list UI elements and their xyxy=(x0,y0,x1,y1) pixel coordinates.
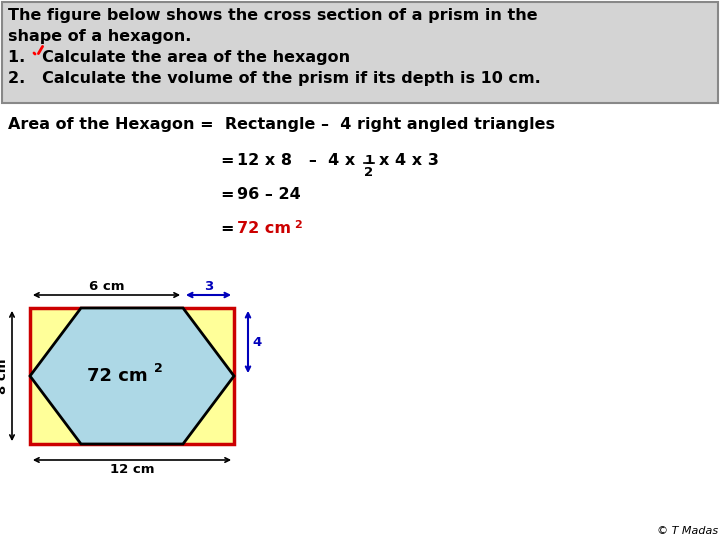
Text: 4: 4 xyxy=(252,335,261,348)
Bar xyxy=(2,2,718,103)
Text: 96 – 24: 96 – 24 xyxy=(237,187,301,202)
Text: Area of the Hexagon =  Rectangle –  4 right angled triangles: Area of the Hexagon = Rectangle – 4 righ… xyxy=(8,117,555,132)
Text: The figure below shows the cross section of a prism in the: The figure below shows the cross section… xyxy=(8,8,538,23)
Text: 2: 2 xyxy=(154,362,163,375)
Text: 72 cm: 72 cm xyxy=(237,221,291,236)
Text: 3: 3 xyxy=(204,280,213,293)
Text: 2.   Calculate the volume of the prism if its depth is 10 cm.: 2. Calculate the volume of the prism if … xyxy=(8,71,541,86)
Text: 12 cm: 12 cm xyxy=(109,463,154,476)
Text: x 4 x 3: x 4 x 3 xyxy=(379,153,439,168)
Text: 6 cm: 6 cm xyxy=(89,280,125,293)
Text: =: = xyxy=(220,221,233,236)
Text: 8 cm: 8 cm xyxy=(0,358,9,394)
Text: 2: 2 xyxy=(364,166,374,179)
Text: 1.   Calculate the area of the hexagon: 1. Calculate the area of the hexagon xyxy=(8,50,350,65)
Polygon shape xyxy=(30,308,234,444)
Bar xyxy=(30,308,234,444)
Text: =: = xyxy=(220,153,233,168)
Text: 72 cm: 72 cm xyxy=(86,367,148,385)
Text: 1: 1 xyxy=(364,154,374,167)
Text: © T Madas: © T Madas xyxy=(657,526,718,536)
Text: =: = xyxy=(220,187,233,202)
Text: 2: 2 xyxy=(294,220,302,230)
Text: 12 x 8   –  4 x: 12 x 8 – 4 x xyxy=(237,153,361,168)
Text: shape of a hexagon.: shape of a hexagon. xyxy=(8,29,192,44)
